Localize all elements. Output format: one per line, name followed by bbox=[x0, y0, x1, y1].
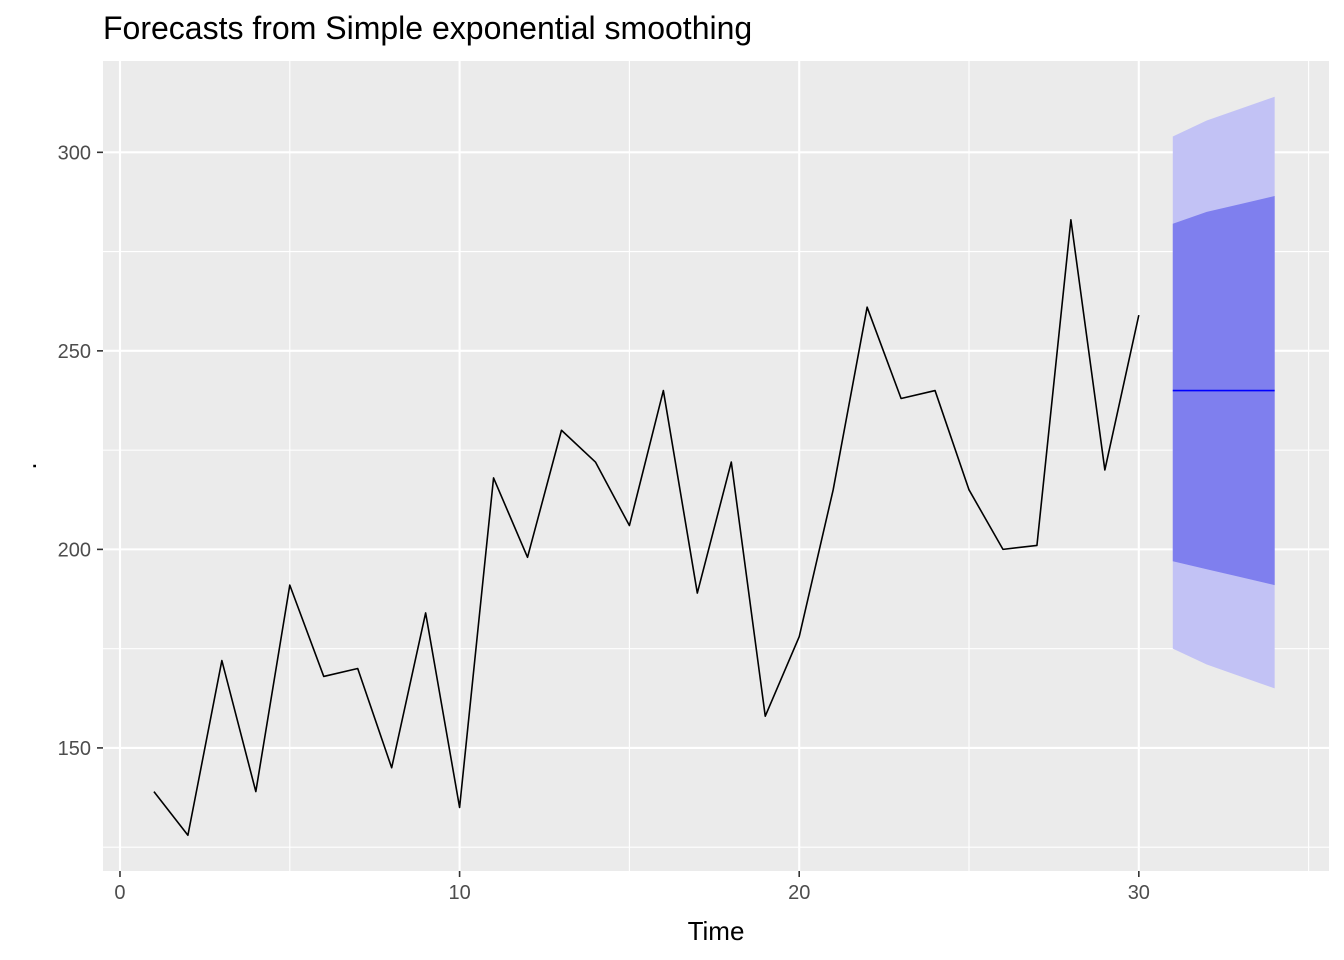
series-lines bbox=[153, 219, 1275, 837]
y-tick-label: 300 bbox=[58, 142, 91, 164]
prediction-intervals bbox=[1172, 96, 1275, 689]
x-tick-label: 0 bbox=[114, 882, 125, 904]
plot-panel bbox=[103, 61, 1329, 871]
y-axis-title: . bbox=[12, 462, 42, 469]
minor-gridlines bbox=[103, 61, 1329, 871]
x-tick-label: 20 bbox=[788, 882, 810, 904]
y-tick-label: 200 bbox=[58, 539, 91, 561]
x-tick-label: 10 bbox=[448, 882, 470, 904]
x-tick-label: 30 bbox=[1128, 882, 1150, 904]
y-tick-label: 250 bbox=[58, 341, 91, 363]
y-tick-label: 150 bbox=[58, 738, 91, 760]
x-axis-title: Time bbox=[688, 916, 745, 946]
chart-title: Forecasts from Simple exponential smooth… bbox=[103, 10, 753, 46]
major-gridlines bbox=[103, 61, 1329, 871]
axes: 0 10 20 30 150 200 250 300 bbox=[58, 142, 1150, 904]
observed-series-line bbox=[153, 219, 1140, 837]
